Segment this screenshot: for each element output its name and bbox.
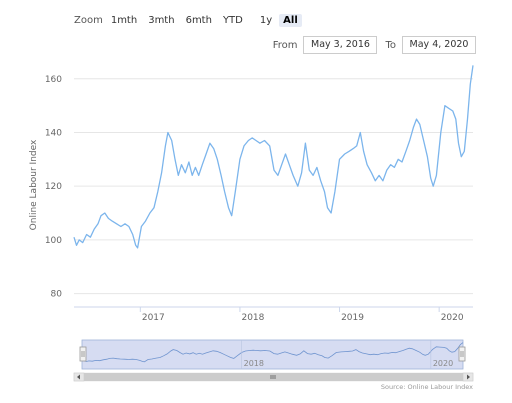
y-tick-label: 80 xyxy=(51,290,63,300)
series-line xyxy=(73,65,474,249)
y-axis-tick-labels: 80 100 120 140 160 xyxy=(45,75,62,300)
scroll-left-arrow-icon xyxy=(77,374,80,380)
zoom-button-1mth[interactable]: 1mth xyxy=(110,14,138,26)
scrollbar[interactable] xyxy=(73,372,474,382)
zoom-bar: Zoom 1mth 3mth 6mth YTD 1y All xyxy=(74,12,305,28)
zoom-label: Zoom xyxy=(74,14,103,26)
navigator-selected-range[interactable] xyxy=(81,339,464,370)
navigator-series-line xyxy=(83,342,464,363)
source-credit: Source: Online Labour Index xyxy=(381,383,473,391)
x-tick-label: 2020 xyxy=(441,313,464,323)
navigator-tick-label: 2020 xyxy=(433,359,453,368)
x-tick-label: 2017 xyxy=(142,313,165,323)
zoom-button-all[interactable]: All xyxy=(279,13,302,27)
y-tick-label: 100 xyxy=(45,236,62,246)
scroll-right-arrow-icon xyxy=(467,374,470,380)
navigator-left-handle[interactable] xyxy=(79,346,87,362)
gridlines xyxy=(74,78,473,295)
from-label: From xyxy=(272,39,298,51)
scrollbar-thumb[interactable] xyxy=(84,373,463,381)
x-tick-label: 2019 xyxy=(341,313,364,323)
navigator[interactable]: 2018 2020 xyxy=(79,339,466,370)
to-label: To xyxy=(385,39,396,51)
y-tick-label: 140 xyxy=(45,128,62,138)
navigator-tick-labels: 2018 2020 xyxy=(241,340,453,369)
y-axis-title: Online Labour Index xyxy=(29,139,39,230)
y-tick-label: 120 xyxy=(45,182,62,192)
to-date-input[interactable]: May 4, 2020 xyxy=(402,36,476,54)
navigator-tick-label: 2018 xyxy=(244,359,264,368)
navigator-right-handle[interactable] xyxy=(458,346,466,362)
from-date-input[interactable]: May 3, 2016 xyxy=(303,36,378,54)
date-range-bar: From May 3, 2016 To May 4, 2020 xyxy=(273,36,476,54)
zoom-button-6mth[interactable]: 6mth xyxy=(185,14,212,26)
x-tick-label: 2018 xyxy=(241,313,264,323)
x-axis-tick-labels: 2017 2018 2019 2020 xyxy=(139,307,464,323)
zoom-button-1y[interactable]: 1y xyxy=(259,14,273,26)
y-tick-label: 160 xyxy=(45,75,62,85)
zoom-button-3mth[interactable]: 3mth xyxy=(148,14,175,26)
zoom-button-ytd[interactable]: YTD xyxy=(222,14,243,26)
